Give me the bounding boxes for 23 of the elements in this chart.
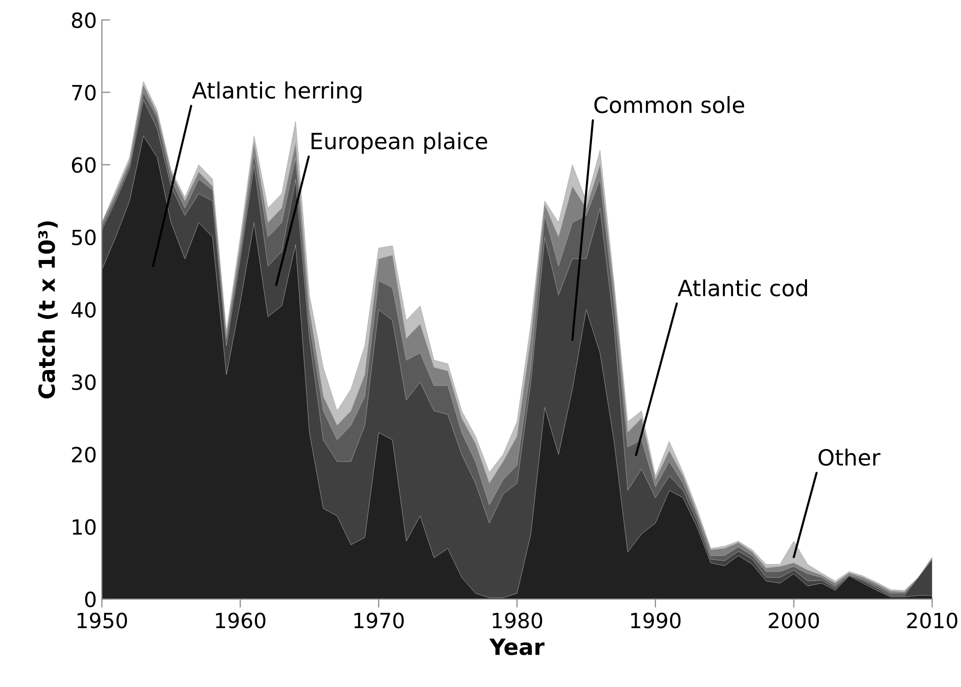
annotation: Atlantic cod xyxy=(678,279,808,296)
x-tick-label: 1990 xyxy=(631,612,681,628)
y-axis-title: Catch (t x 10³) xyxy=(38,221,58,398)
annotation: Other xyxy=(818,448,880,466)
x-axis-title: Year xyxy=(489,638,544,656)
x-tick-label: 1950 xyxy=(78,612,127,628)
y-tick-label: 70 xyxy=(72,84,96,101)
x-tick-label: 1960 xyxy=(216,612,266,628)
annotation: Common sole xyxy=(594,96,744,114)
y-tick-label: 50 xyxy=(72,230,96,246)
x-tick-label: 1970 xyxy=(354,612,404,628)
y-tick-label: 0 xyxy=(85,592,96,608)
y-tick-label: 30 xyxy=(72,374,96,390)
y-tick-label: 40 xyxy=(72,302,96,318)
y-tick-label: 20 xyxy=(72,446,96,462)
y-tick-label: 60 xyxy=(72,157,96,173)
x-tick-label: 2000 xyxy=(768,612,819,628)
annotation: European plaice xyxy=(312,132,488,154)
y-tick-label: 10 xyxy=(72,519,96,535)
x-tick-label: 1980 xyxy=(492,612,542,628)
annotation: Atlantic herring xyxy=(192,82,362,104)
y-tick-label: 80 xyxy=(72,12,96,28)
x-tick-label: 2010 xyxy=(907,612,958,628)
